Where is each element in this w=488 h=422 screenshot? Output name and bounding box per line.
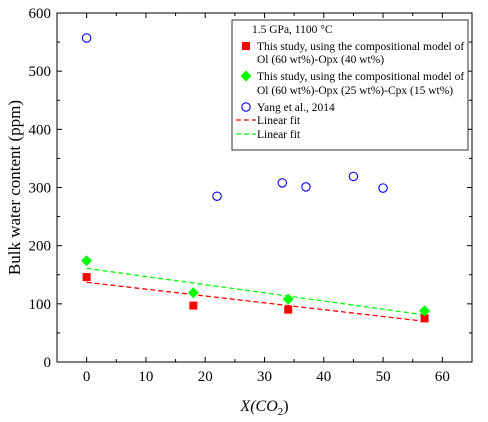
y-tick-label: 200 [29, 239, 52, 255]
diamond-marker [282, 293, 294, 305]
x-tick-label: 40 [316, 369, 331, 385]
y-axis-label: Bulk water content (ppm) [5, 100, 24, 275]
y-tick-label: 300 [29, 181, 52, 197]
linear-fit-line [86, 281, 425, 322]
legend-label: Linear fit [257, 115, 301, 127]
y-tick-label: 0 [44, 355, 52, 371]
legend-label: Ol (60 wt%)-Opx (40 wt%) [257, 54, 384, 66]
legend: 1.5 GPa, 1100 °C This study, using the co… [231, 19, 469, 151]
diamond-marker [187, 287, 199, 299]
y-tick-label: 400 [29, 122, 52, 138]
square-marker [82, 273, 91, 282]
legend-label: Yang et al., 2014 [257, 102, 335, 114]
x-tick-label: 60 [435, 369, 450, 385]
legend-label: This study, using the compositional mode… [257, 71, 464, 83]
circle-marker [81, 33, 92, 43]
x-tick-label: 20 [198, 369, 213, 385]
square-marker [284, 305, 293, 314]
y-tick-label: 600 [29, 6, 52, 22]
legend-label: This study, using the compositional mode… [257, 41, 464, 53]
x-axis-label-sub: 2 [278, 406, 284, 418]
circle-marker [241, 102, 251, 112]
data-markers [81, 33, 431, 323]
legend-label: Linear fit [257, 129, 301, 141]
linear-fit-line [86, 267, 425, 316]
square-marker [242, 42, 250, 50]
y-tick-label: 100 [29, 297, 52, 313]
circle-marker [378, 183, 388, 193]
x-tick-label: 50 [376, 369, 391, 385]
diamond-marker [81, 255, 93, 267]
x-axis-label: X(CO2) [239, 398, 288, 418]
circle-marker [212, 191, 222, 201]
legend-label: Ol (60 wt%)-Opx (25 wt%)-Cpx (15 wt%) [257, 85, 453, 97]
diamond-marker [240, 70, 252, 82]
square-marker [420, 314, 429, 323]
circle-marker [277, 178, 288, 188]
diamond-marker [419, 305, 431, 317]
circle-marker [301, 182, 311, 192]
x-axis-label-main: X(CO [239, 398, 278, 415]
x-tick-label: 30 [257, 369, 272, 385]
fit-lines [86, 267, 425, 322]
square-marker [189, 301, 198, 310]
y-tick-label: 500 [29, 64, 52, 80]
x-tick-label: 10 [138, 369, 153, 385]
y-axis: 0 100 200 300 400 500 600 [29, 6, 472, 371]
x-axis-label-close: ) [283, 398, 288, 415]
circle-marker [348, 171, 359, 182]
legend-box [231, 19, 469, 151]
legend-annotation: 1.5 GPa, 1100 °C [252, 24, 333, 36]
x-tick-label: 0 [83, 369, 91, 385]
x-axis: 0 10 20 30 40 50 60 [56, 13, 473, 385]
